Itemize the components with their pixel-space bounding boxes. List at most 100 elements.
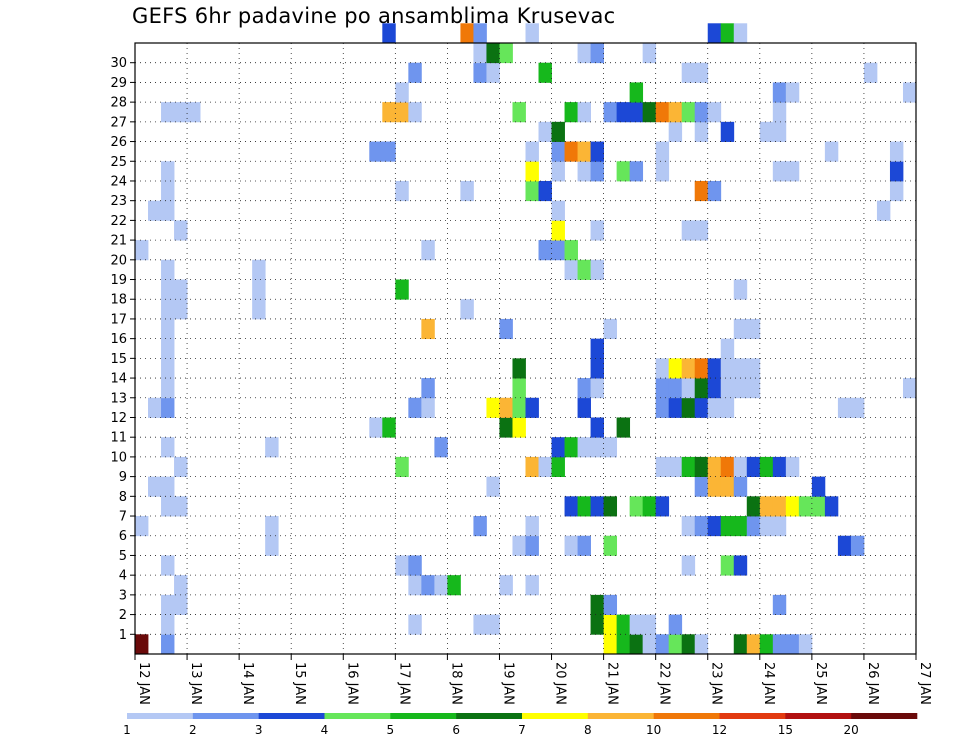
heatmap-cell: [564, 496, 578, 517]
heatmap-cell: [902, 82, 917, 103]
legend-label: 4: [321, 723, 329, 737]
heatmap-cell: [681, 220, 696, 241]
heatmap-cell: [759, 496, 774, 517]
legend-swatch: [390, 713, 457, 719]
heatmap-cell: [720, 456, 735, 478]
heatmap-cell: [161, 338, 175, 359]
heatmap-cell: [733, 456, 748, 478]
heatmap-cell: [733, 23, 748, 44]
heatmap-cell: [707, 516, 722, 537]
heatmap-cell: [798, 496, 813, 517]
legend-label: 10: [646, 723, 661, 737]
y-tick-label: 19: [110, 273, 127, 288]
heatmap-cell: [655, 161, 670, 182]
y-tick-label: 23: [110, 194, 127, 209]
heatmap-cell: [629, 82, 644, 103]
heatmap-cell: [629, 102, 644, 123]
heatmap-cell: [538, 456, 552, 478]
heatmap-cell: [577, 496, 591, 517]
y-tick-label: 15: [110, 352, 127, 367]
y-tick-label: 21: [110, 234, 127, 249]
legend-swatch: [127, 713, 194, 719]
heatmap-cell: [252, 279, 266, 300]
heatmap-cell: [720, 476, 735, 497]
heatmap-cell: [577, 161, 591, 182]
heatmap-cell: [694, 516, 709, 537]
heatmap-cell: [395, 82, 409, 103]
x-tick-label: 26 JAN: [865, 662, 880, 705]
heatmap-cell: [759, 634, 774, 655]
heatmap-cell: [655, 456, 670, 478]
heatmap-cell: [772, 82, 787, 103]
heatmap-cell: [161, 259, 175, 280]
heatmap-cell: [174, 575, 188, 596]
heatmap-cell: [161, 437, 175, 458]
heatmap-cell: [577, 102, 591, 123]
legend-swatch: [587, 713, 654, 719]
y-tick-label: 4: [119, 569, 127, 584]
heatmap-cell: [694, 102, 709, 123]
heatmap-cell: [382, 23, 396, 44]
heatmap-cell: [564, 437, 578, 458]
heatmap-cell: [369, 417, 383, 438]
heatmap-cell: [655, 634, 670, 655]
x-tick-label: 12 JAN: [136, 662, 151, 705]
heatmap-cell: [824, 496, 839, 517]
heatmap-cell: [564, 240, 578, 261]
heatmap-cell: [616, 634, 631, 655]
heatmap-cell: [889, 161, 904, 182]
heatmap-cell: [161, 496, 175, 517]
heatmap-cell: [733, 358, 748, 379]
heatmap-cell: [668, 378, 683, 399]
heatmap-cell: [447, 575, 461, 596]
x-tick-label: 24 JAN: [761, 662, 776, 705]
heatmap-cell: [499, 43, 513, 64]
heatmap-cell: [902, 378, 917, 399]
x-tick-label: 21 JAN: [605, 662, 620, 705]
heatmap-cell: [408, 397, 422, 418]
heatmap-cell: [161, 161, 175, 182]
heatmap-cell: [161, 555, 175, 576]
heatmap-cell: [616, 102, 631, 123]
heatmap-cell: [694, 62, 709, 83]
heatmap-cell: [824, 141, 839, 162]
heatmap-cell: [525, 575, 539, 596]
heatmap-cell: [499, 318, 513, 340]
heatmap-cell: [707, 456, 722, 478]
heatmap-cell: [473, 516, 487, 537]
heatmap-cell: [694, 121, 709, 142]
legend-swatch: [653, 713, 720, 719]
legend-swatch: [456, 713, 523, 719]
heatmap-cell: [694, 180, 709, 202]
y-tick-label: 24: [110, 174, 127, 189]
heatmap-cell: [135, 516, 149, 537]
heatmap-cell: [681, 358, 696, 379]
heatmap-cell: [161, 358, 175, 379]
x-tick-label: 23 JAN: [709, 662, 724, 705]
heatmap-cell: [551, 437, 565, 458]
heatmap-cell: [369, 141, 383, 162]
heatmap-cell: [707, 23, 722, 44]
y-tick-label: 9: [119, 470, 127, 485]
heatmap-cell: [889, 141, 904, 162]
heatmap-cell: [577, 397, 591, 418]
heatmap-cell: [759, 121, 774, 142]
y-tick-label: 3: [119, 588, 127, 603]
heatmap-cell: [512, 417, 526, 438]
heatmap-cell: [590, 358, 604, 379]
heatmap-cell: [408, 62, 422, 83]
heatmap-cell: [642, 634, 657, 655]
heatmap-cell: [525, 141, 539, 162]
heatmap-cell: [590, 417, 604, 438]
heatmap-cell: [590, 259, 604, 280]
heatmap-cell: [720, 397, 735, 418]
heatmap-cell: [642, 496, 657, 517]
heatmap-cell: [603, 437, 618, 458]
heatmap-cell: [772, 516, 787, 537]
heatmap-cell: [525, 535, 539, 556]
heatmap-cell: [538, 240, 552, 261]
heatmap-cell: [668, 121, 683, 142]
heatmap-cell: [473, 43, 487, 64]
heatmap-cell: [551, 220, 565, 241]
heatmap-cell: [460, 23, 474, 44]
